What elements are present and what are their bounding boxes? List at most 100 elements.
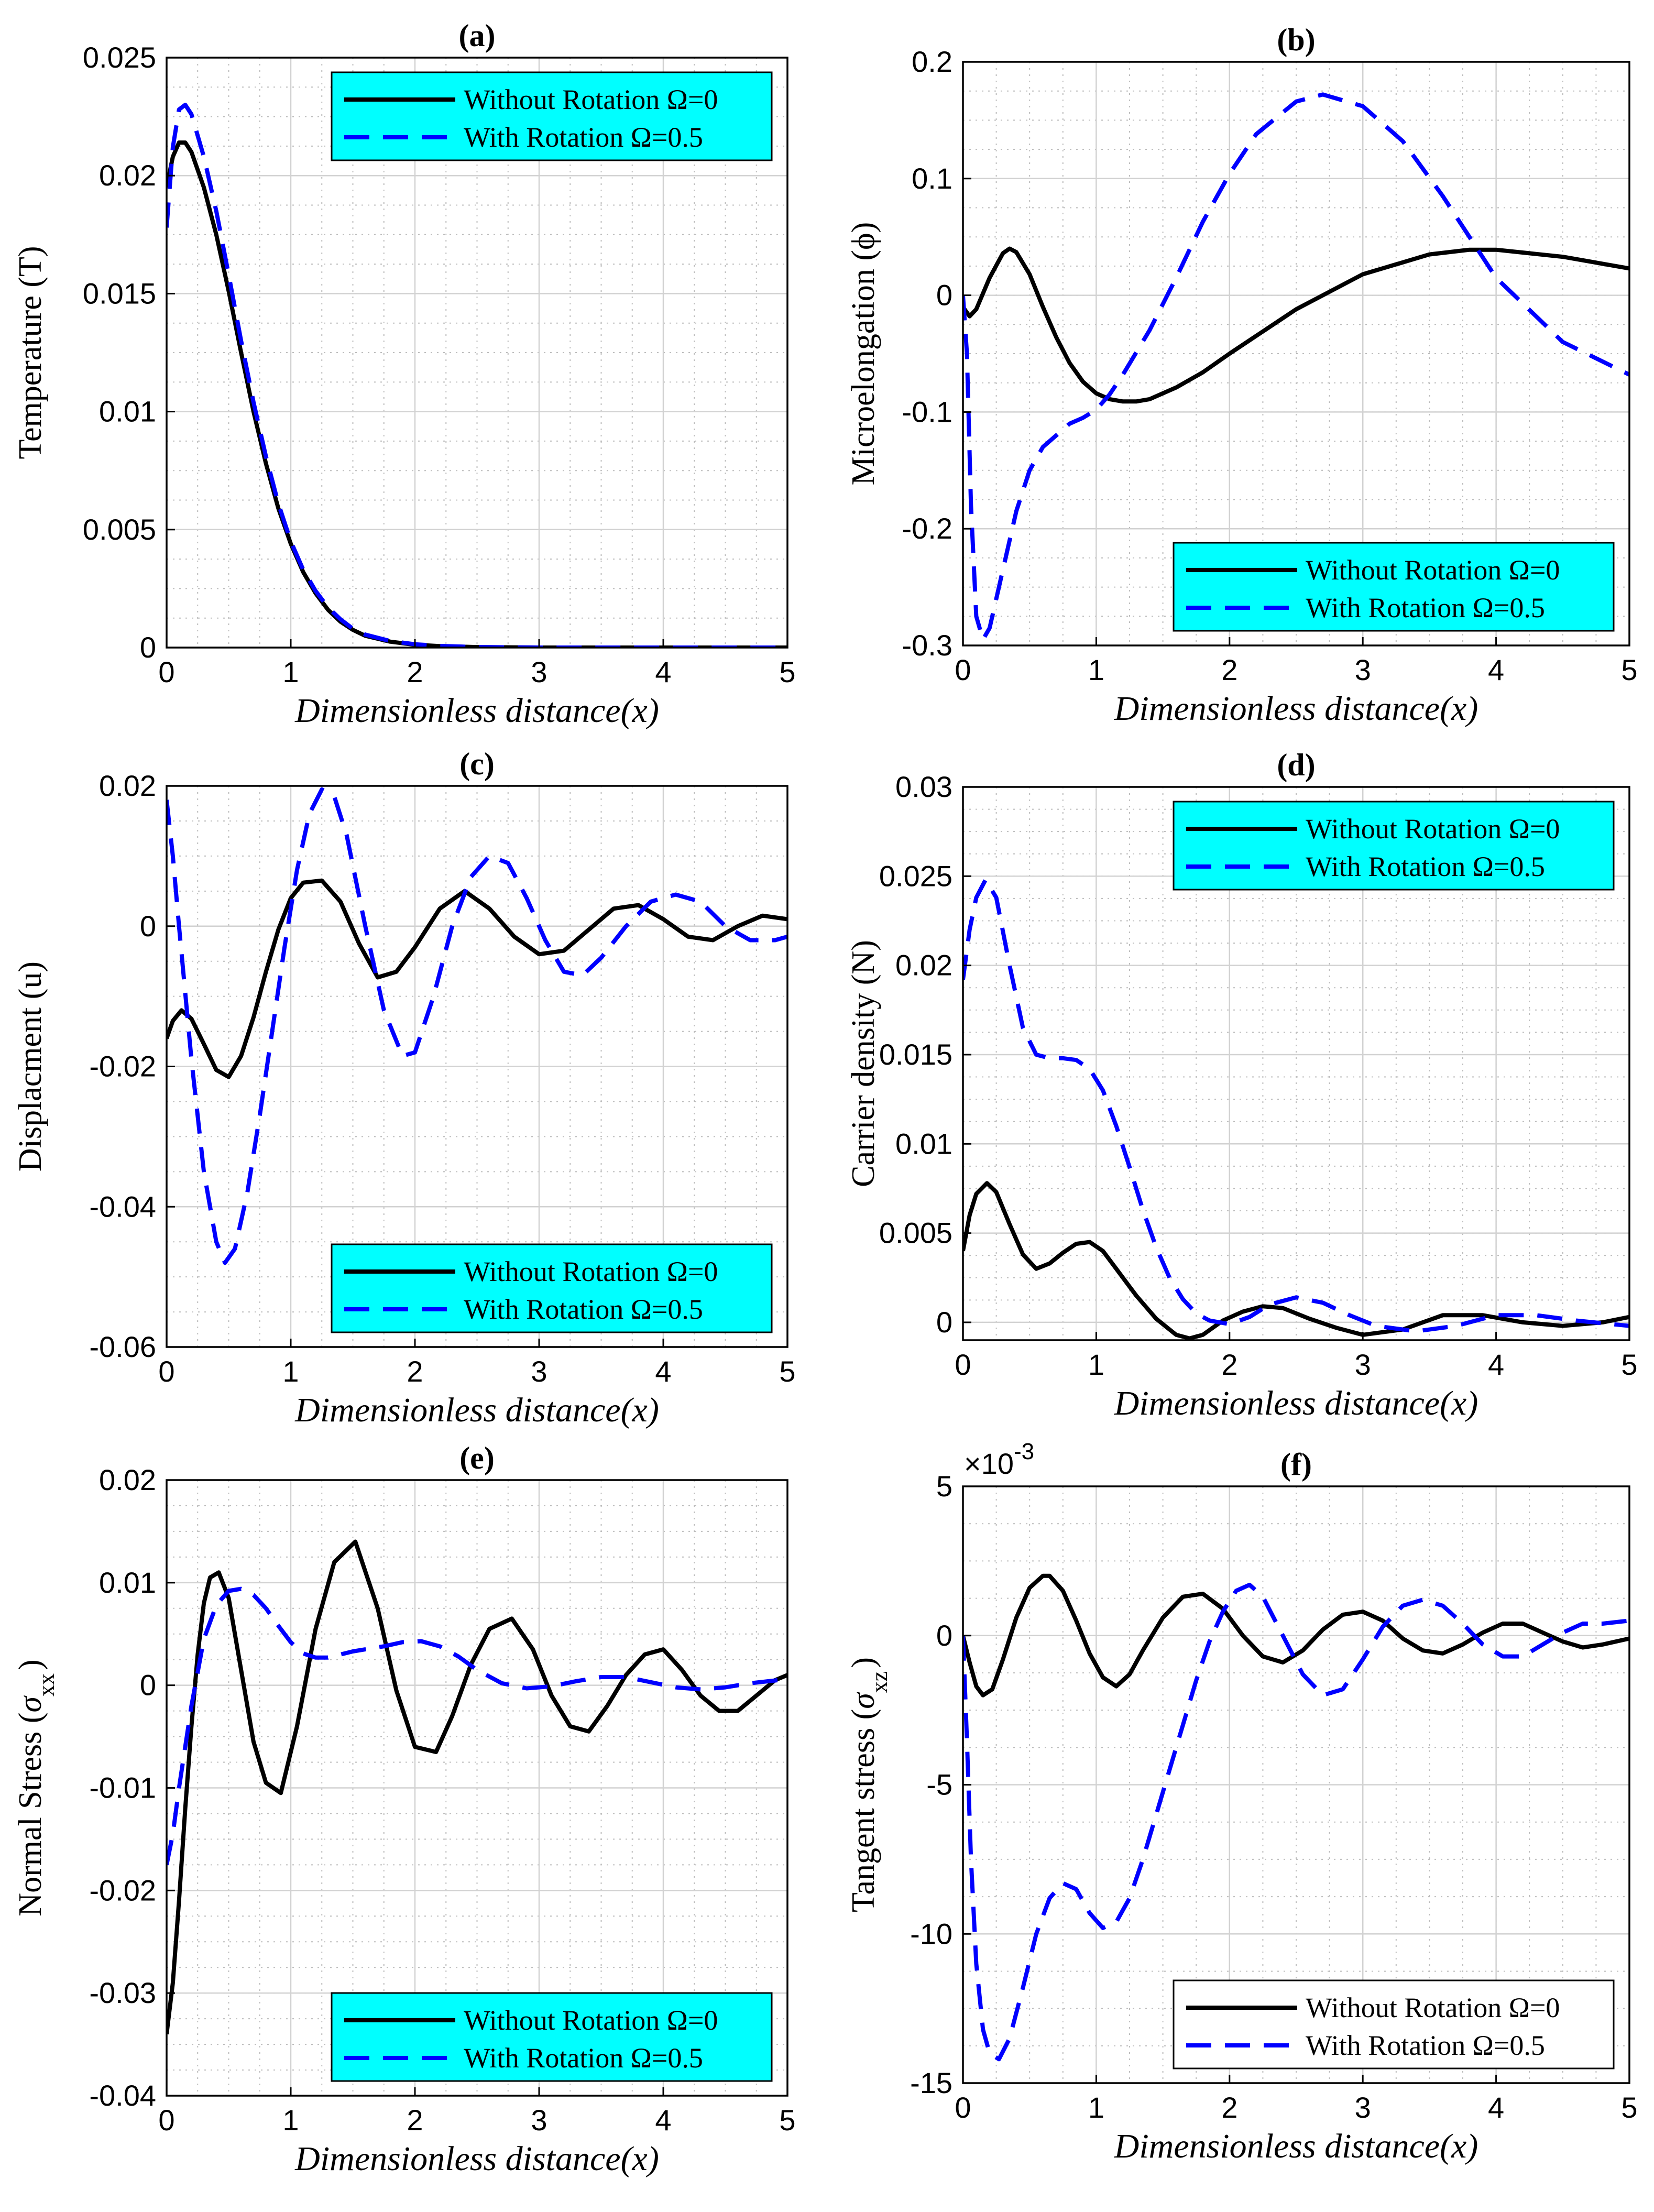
y-tick-label: -15 [910,2066,952,2099]
series-line-without-rotation [167,878,787,1079]
chart-panel-c: 0 1 2 3 4 5 -0.06 -0.04 -0.02 0 0.02 (c) Dimensionle… [13,747,796,1429]
chart-panel-a: 0 1 2 3 4 5 0 0.005 0.01 0.015 0.02 0.025 (a) Dimensi… [13,18,796,730]
y-tick-label: -0.02 [89,1050,156,1083]
y-tick-label: 0.005 [83,513,156,546]
x-tick-label: 2 [1221,2091,1237,2124]
y-tick-label: 0 [936,279,952,312]
legend-label: With Rotation Ω=0.5 [464,122,703,153]
legend: Without Rotation Ω=0 With Rotation Ω=0.5 [331,1243,773,1333]
series-line-with-rotation [167,103,787,648]
legend-box [331,1243,773,1333]
x-tick-label: 1 [282,655,299,688]
legend-box [1173,801,1615,891]
chart-panel-d: 0 1 2 3 4 5 0 0.005 0.01 0.015 0.02 0.025 0.03 (d) Dim… [846,748,1638,1422]
x-tick-label: 3 [531,2104,547,2137]
legend-label: Without Rotation Ω=0 [1306,554,1560,586]
x-tick-label: 4 [1488,653,1504,686]
x-tick-label: 1 [1088,1348,1104,1381]
y-axis-label: Temperature (T) [13,246,48,459]
x-tick-label: 2 [407,1355,423,1388]
series-line-with-rotation [963,878,1629,1333]
legend-label: With Rotation Ω=0.5 [1306,851,1545,882]
x-tick-label: 0 [158,2104,174,2137]
x-axis-label: Dimensionless distance(x) [1114,1384,1478,1422]
y-tick-label: 0.005 [879,1217,952,1250]
y-tick-label: -0.04 [89,2079,156,2112]
x-tick-label: 1 [282,2104,299,2137]
x-tick-label: 2 [1221,653,1237,686]
series-line-without-rotation [963,246,1629,404]
x-tick-label: 3 [1355,653,1371,686]
y-tick-label: 0.02 [99,769,156,802]
x-axis-label: Dimensionless distance(x) [294,2140,659,2178]
x-axis-label: Dimensionless distance(x) [294,692,659,730]
x-tick-label: 3 [1355,2091,1371,2124]
legend-box [331,1992,773,2082]
x-tick-label: 4 [655,1355,671,1388]
axes-frame [962,61,1630,647]
legend-label: Without Rotation Ω=0 [464,84,718,115]
x-tick-label: 5 [1621,2091,1637,2124]
y-tick-label: 0 [140,631,156,664]
y-tick-label: 5 [936,1470,952,1503]
legend-label: Without Rotation Ω=0 [464,1256,718,1287]
y-tick-label: 0 [140,910,156,943]
axis-exponent: ×10-3 [964,1439,1034,1480]
x-tick-label: 3 [531,655,547,688]
x-tick-label: 0 [955,1348,971,1381]
chart-title: (e) [459,1441,495,1475]
y-tick-label: 0.01 [99,395,156,428]
series-line-with-rotation [167,787,787,1265]
legend: Without Rotation Ω=0 With Rotation Ω=0.5 [1173,1979,1615,2069]
y-tick-label: 0.2 [912,45,952,78]
legend: Without Rotation Ω=0 With Rotation Ω=0.5 [1173,801,1615,891]
x-tick-label: 1 [1088,2091,1104,2124]
legend: Without Rotation Ω=0 With Rotation Ω=0.5 [331,71,773,161]
series-line-with-rotation [963,92,1629,642]
x-axis-label: Dimensionless distance(x) [1114,689,1478,728]
y-tick-label: -10 [910,1917,952,1950]
legend-label: With Rotation Ω=0.5 [1306,592,1545,623]
legend-label: Without Rotation Ω=0 [1306,813,1560,845]
y-tick-label: -0.06 [89,1330,156,1363]
y-tick-label: 0.02 [895,949,952,982]
x-tick-label: 5 [779,1355,795,1388]
x-tick-label: 4 [655,2104,671,2137]
legend-label: With Rotation Ω=0.5 [464,2042,703,2074]
chart-panel-f: 0 1 2 3 4 5 -15 -10 -5 0 5 (f) Dimensionless distanc… [846,1439,1638,2165]
x-tick-label: 1 [282,1355,299,1388]
legend-label: Without Rotation Ω=0 [1306,1992,1560,2023]
chart-title: (a) [459,18,496,53]
chart-title: (d) [1277,748,1315,782]
legend-label: With Rotation Ω=0.5 [1306,2030,1545,2061]
y-tick-label: 0.1 [912,162,952,195]
x-axis-label: Dimensionless distance(x) [294,1391,659,1429]
x-tick-label: 4 [1488,2091,1504,2124]
y-tick-label: 0.025 [83,41,156,74]
y-tick-label: -0.02 [89,1874,156,1907]
y-tick-label: -5 [926,1768,952,1801]
x-tick-label: 2 [407,2104,423,2137]
series-line-with-rotation [963,1582,1629,2062]
x-tick-label: 3 [1355,1348,1371,1381]
y-tick-label: 0.015 [879,1038,952,1071]
x-tick-label: 5 [1621,653,1637,686]
legend-box [1173,542,1615,632]
chart-panel-b: 0 1 2 3 4 5 -0.3 -0.2 -0.1 0 0.1 0.2 (b) Dimensionles… [846,23,1638,728]
y-tick-label: -0.2 [902,512,953,545]
y-tick-label: 0.015 [83,277,156,310]
legend: Without Rotation Ω=0 With Rotation Ω=0.5 [331,1992,773,2082]
x-tick-label: 5 [779,2104,795,2137]
x-tick-label: 2 [407,655,423,688]
y-tick-label: 0.025 [879,859,952,892]
y-tick-label: 0.02 [99,1463,156,1496]
y-tick-label: 0.01 [895,1127,952,1160]
chart-title: (b) [1277,23,1315,57]
y-tick-label: 0 [936,1306,952,1339]
y-axis-label: Microelongation (ϕ) [846,222,881,486]
x-tick-label: 5 [1621,1348,1637,1381]
x-tick-label: 0 [158,655,174,688]
y-tick-label: 0 [936,1619,952,1652]
y-tick-label: 0 [140,1669,156,1702]
